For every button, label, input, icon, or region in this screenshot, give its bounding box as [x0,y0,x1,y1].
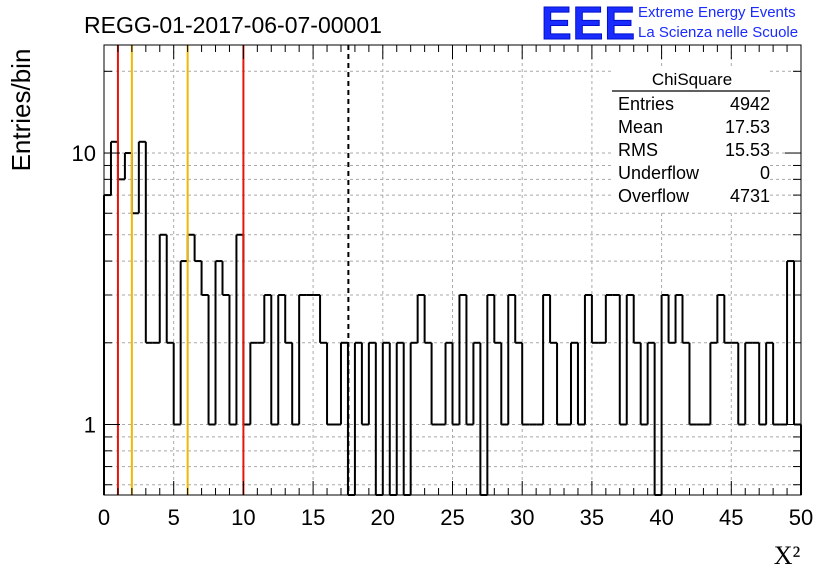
eee-logo: EEE [540,0,637,49]
x-tick-label: 15 [301,505,325,530]
stats-box: ChiSquare Entries 4942 Mean 17.53 RMS 15.53 Un… [612,68,770,210]
x-tick-label: 0 [98,505,110,530]
chart-title: REGG-01-2017-06-07-00001 [84,12,382,38]
stats-row-value: 17.53 [725,117,770,137]
stats-rows: Entries 4942 Mean 17.53 RMS 15.53 Underflow 0 Ov… [618,94,770,206]
stats-row-label: RMS [618,140,658,160]
logo-line-2: La Scienza nelle Scuole [638,24,799,41]
stats-title: ChiSquare [652,70,732,89]
x-tick-label: 25 [440,505,464,530]
x-tick-label: 5 [168,505,180,530]
marker-lines [116,45,350,495]
stats-row-label: Underflow [618,163,700,183]
x-tick-label: 35 [580,505,604,530]
axis-ticks [103,45,802,495]
x-axis-label: X² [774,541,801,570]
histogram-bars [103,140,802,496]
stats-row-value: 4731 [730,186,770,206]
stats-row-value: 15.53 [725,140,770,160]
stats-row-label: Entries [618,94,674,114]
y-axis-label: Entries/bin [6,49,36,172]
stats-row-label: Mean [618,117,663,137]
stats-row-value: 4942 [730,94,770,114]
logo-line-1: Extreme Energy Events [638,4,796,21]
y-tick-label: 10 [72,141,96,166]
x-tick-label: 50 [789,505,813,530]
stats-box-background [612,68,770,210]
stats-row-label: Overflow [618,186,690,206]
y-tick-label: 1 [84,413,96,438]
x-tick-label: 45 [719,505,743,530]
stats-row-value: 0 [760,163,770,183]
x-tick-label: 10 [231,505,255,530]
x-tick-label: 30 [510,505,534,530]
x-tick-label: 20 [371,505,395,530]
x-tick-label: 40 [649,505,673,530]
tick-labels: 0 5 10 15 20 25 30 35 40 45 50 1 10 [72,141,814,530]
